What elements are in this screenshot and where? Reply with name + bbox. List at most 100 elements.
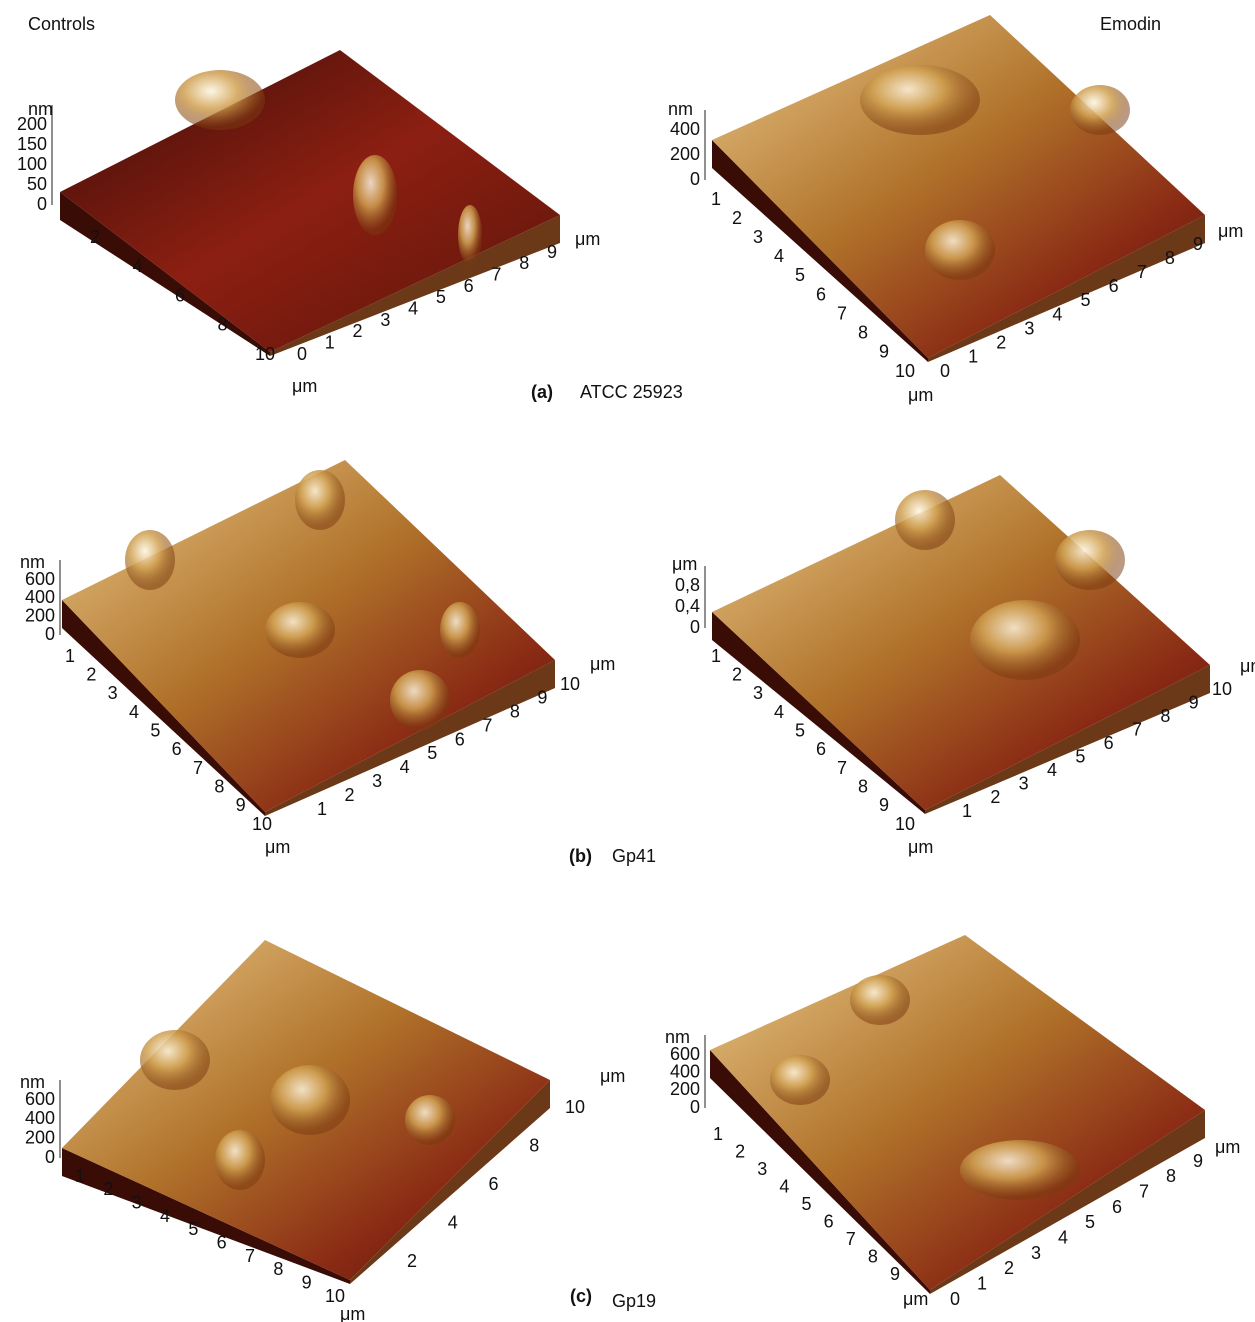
column-label: Emodin — [1100, 14, 1161, 34]
right-tick-label: 4 — [400, 757, 410, 777]
right-tick-label: 7 — [1139, 1181, 1149, 1201]
surface-feature — [440, 602, 480, 658]
left-tick-label: 8 — [858, 776, 868, 796]
left-tick-label: 4 — [774, 702, 784, 722]
right-tick-label: 2 — [353, 321, 363, 341]
z-tick-label: 600 — [25, 1089, 55, 1109]
left-tick-label: 6 — [816, 284, 826, 304]
left-tick-label: 5 — [801, 1194, 811, 1214]
right-tick-label: 7 — [1132, 719, 1142, 739]
right-tick-label: 4 — [1052, 304, 1062, 324]
left-tick-label: 6 — [175, 285, 185, 305]
surface-feature — [353, 155, 397, 235]
left-tick-label: 7 — [837, 303, 847, 323]
left-tick-label: 7 — [837, 758, 847, 778]
left-tick-label: 4 — [774, 246, 784, 266]
z-tick-label: 0 — [690, 617, 700, 637]
right-tick-label: 9 — [1193, 1151, 1203, 1171]
left-axis-unit: μm — [908, 837, 933, 857]
left-tick-label: 6 — [217, 1232, 227, 1252]
right-tick-label: 1 — [962, 801, 972, 821]
left-tick-label: 1 — [711, 646, 721, 666]
right-tick-label: 0 — [297, 344, 307, 364]
right-tick-label: 1 — [968, 347, 978, 367]
column-label: Controls — [28, 14, 95, 34]
right-tick-label: 3 — [1024, 318, 1034, 338]
right-tick-label: 9 — [1193, 234, 1203, 254]
surface-feature — [925, 220, 995, 280]
right-axis-unit: μm — [1240, 656, 1255, 676]
right-tick-label: 9 — [1189, 692, 1199, 712]
left-tick-label: 1 — [713, 1124, 723, 1144]
left-tick-label: 9 — [236, 795, 246, 815]
z-tick-label: 0 — [45, 624, 55, 644]
surface-feature — [860, 65, 980, 135]
surface-top — [712, 15, 1205, 358]
surface-feature — [265, 602, 335, 658]
surface-feature — [895, 490, 955, 550]
left-tick-label: 5 — [795, 265, 805, 285]
panel-letter: (b) — [569, 846, 592, 866]
z-tick-label: 200 — [670, 144, 700, 164]
figure: Controls Emodin (a)ATCC 25923nm200150100… — [0, 0, 1255, 1322]
left-tick-label: 8 — [868, 1246, 878, 1266]
right-tick-label: 8 — [510, 702, 520, 722]
right-tick-label: 8 — [1165, 248, 1175, 268]
left-tick-label: 9 — [302, 1272, 312, 1292]
panel-letter: (a) — [531, 382, 553, 402]
surface-feature — [405, 1095, 455, 1145]
left-tick-label: 9 — [879, 795, 889, 815]
right-tick-label: 2 — [407, 1251, 417, 1271]
right-tick-label: 10 — [560, 674, 580, 694]
left-axis-unit: μm — [908, 385, 933, 405]
right-tick-label: 3 — [380, 310, 390, 330]
z-tick-label: 600 — [25, 569, 55, 589]
surface-feature — [970, 600, 1080, 680]
z-axis-unit: nm — [668, 99, 693, 119]
left-tick-label: 8 — [273, 1259, 283, 1279]
z-tick-label: 0 — [690, 169, 700, 189]
right-tick-label: 2 — [996, 333, 1006, 353]
z-tick-label: 150 — [17, 134, 47, 154]
surface-feature — [850, 975, 910, 1025]
right-tick-label: 2 — [345, 785, 355, 805]
left-tick-label: 2 — [103, 1179, 113, 1199]
right-tick-label: 6 — [464, 276, 474, 296]
z-tick-label: 0 — [45, 1147, 55, 1167]
surface-feature — [1055, 530, 1125, 590]
right-tick-label: 3 — [1019, 774, 1029, 794]
right-tick-label: 9 — [547, 242, 557, 262]
left-tick-label: 3 — [108, 683, 118, 703]
right-tick-label: 10 — [1212, 679, 1232, 699]
right-tick-label: 1 — [325, 332, 335, 352]
left-tick-label: 1 — [75, 1166, 85, 1186]
surface-top — [60, 50, 560, 352]
z-tick-label: 400 — [25, 587, 55, 607]
right-tick-label: 4 — [448, 1212, 458, 1232]
right-tick-label: 1 — [977, 1273, 987, 1293]
right-axis-unit: μm — [575, 229, 600, 249]
right-tick-label: 9 — [537, 688, 547, 708]
surface-top — [710, 935, 1205, 1290]
surface-feature — [140, 1030, 210, 1090]
right-tick-label: 5 — [427, 743, 437, 763]
left-tick-label: 6 — [816, 739, 826, 759]
surface-feature — [295, 470, 345, 530]
z-tick-label: 0 — [690, 1097, 700, 1117]
right-tick-label: 6 — [1112, 1197, 1122, 1217]
surface-feature — [215, 1130, 265, 1190]
right-tick-label: 5 — [1075, 747, 1085, 767]
afm-surfaces — [52, 15, 1210, 1294]
surface-feature — [770, 1055, 830, 1105]
left-tick-label: 4 — [132, 256, 142, 276]
left-tick-label: 5 — [150, 720, 160, 740]
surface-feature — [960, 1140, 1080, 1200]
z-tick-label: 0,4 — [675, 596, 700, 616]
left-tick-label: 4 — [779, 1176, 789, 1196]
right-tick-label: 3 — [1031, 1243, 1041, 1263]
left-tick-label: 10 — [895, 361, 915, 381]
right-tick-label: 0 — [940, 361, 950, 381]
left-axis-unit: μm — [265, 837, 290, 857]
surface-feature — [390, 670, 450, 730]
left-tick-label: 7 — [193, 758, 203, 778]
